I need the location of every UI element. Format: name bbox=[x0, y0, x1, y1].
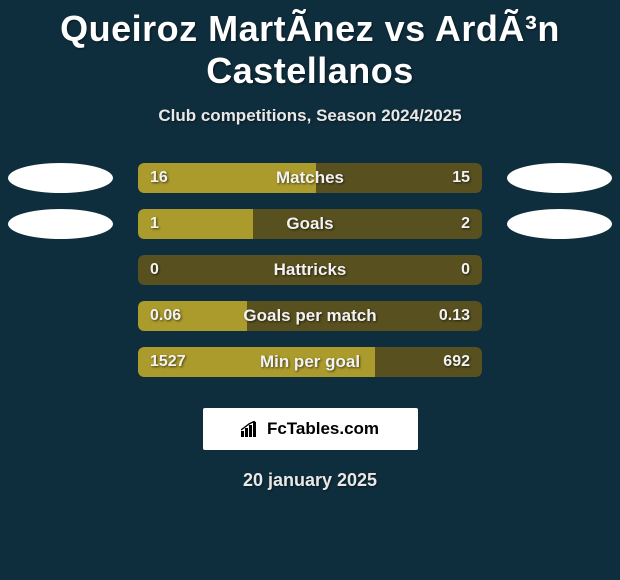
stat-label: Goals per match bbox=[138, 301, 482, 331]
stat-bar: 1615Matches bbox=[138, 163, 482, 193]
stat-label: Min per goal bbox=[138, 347, 482, 377]
stat-bar: 0.060.13Goals per match bbox=[138, 301, 482, 331]
right-player-ellipse bbox=[507, 209, 612, 239]
brand-badge: FcTables.com bbox=[203, 408, 418, 450]
stat-label: Matches bbox=[138, 163, 482, 193]
stat-label: Goals bbox=[138, 209, 482, 239]
stat-rows: 1615Matches 12Goals 00Hattricks 0.060.13Goa… bbox=[0, 162, 620, 392]
stat-bar: 00Hattricks bbox=[138, 255, 482, 285]
stat-label: Hattricks bbox=[138, 255, 482, 285]
stat-bar: 1527692Min per goal bbox=[138, 347, 482, 377]
left-player-ellipse bbox=[8, 163, 113, 193]
bar-chart-icon bbox=[241, 421, 261, 437]
page-subtitle: Club competitions, Season 2024/2025 bbox=[0, 106, 620, 126]
right-player-ellipse bbox=[507, 163, 612, 193]
stat-row: 12Goals bbox=[0, 208, 620, 254]
left-player-ellipse bbox=[8, 209, 113, 239]
stat-row: 00Hattricks bbox=[0, 254, 620, 300]
stat-row: 1615Matches bbox=[0, 162, 620, 208]
brand-label: FcTables.com bbox=[267, 419, 379, 439]
stat-bar: 12Goals bbox=[138, 209, 482, 239]
stat-row: 0.060.13Goals per match bbox=[0, 300, 620, 346]
page-title: Queiroz MartÃ­nez vs ArdÃ³n Castellanos bbox=[0, 0, 620, 92]
snapshot-date: 20 january 2025 bbox=[0, 470, 620, 491]
stat-row: 1527692Min per goal bbox=[0, 346, 620, 392]
